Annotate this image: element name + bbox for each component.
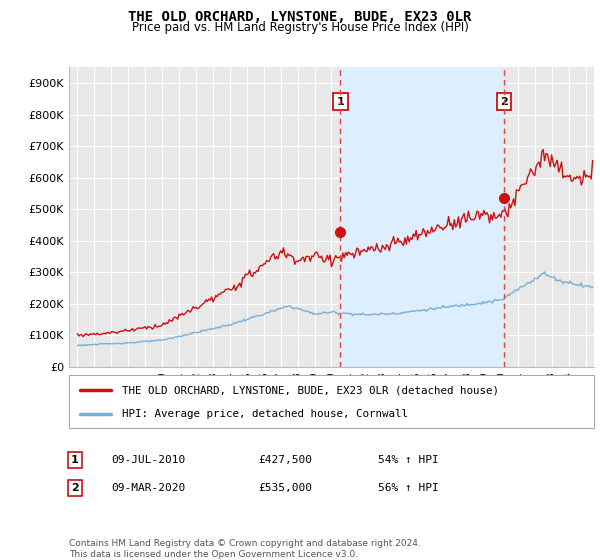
Text: £535,000: £535,000	[258, 483, 312, 493]
Text: 2: 2	[500, 97, 508, 106]
Text: Contains HM Land Registry data © Crown copyright and database right 2024.
This d: Contains HM Land Registry data © Crown c…	[69, 539, 421, 559]
Bar	[340, 67, 504, 367]
Text: 56% ↑ HPI: 56% ↑ HPI	[378, 483, 439, 493]
Text: 09-MAR-2020: 09-MAR-2020	[111, 483, 185, 493]
Text: HPI: Average price, detached house, Cornwall: HPI: Average price, detached house, Corn…	[121, 408, 407, 418]
Text: 09-JUL-2010: 09-JUL-2010	[111, 455, 185, 465]
Text: THE OLD ORCHARD, LYNSTONE, BUDE, EX23 0LR (detached house): THE OLD ORCHARD, LYNSTONE, BUDE, EX23 0L…	[121, 385, 499, 395]
Text: 1: 1	[71, 455, 79, 465]
Text: 1: 1	[337, 97, 344, 106]
Text: 2: 2	[71, 483, 79, 493]
Text: THE OLD ORCHARD, LYNSTONE, BUDE, EX23 0LR: THE OLD ORCHARD, LYNSTONE, BUDE, EX23 0L…	[128, 10, 472, 24]
Text: 54% ↑ HPI: 54% ↑ HPI	[378, 455, 439, 465]
Text: £427,500: £427,500	[258, 455, 312, 465]
Text: Price paid vs. HM Land Registry's House Price Index (HPI): Price paid vs. HM Land Registry's House …	[131, 21, 469, 34]
